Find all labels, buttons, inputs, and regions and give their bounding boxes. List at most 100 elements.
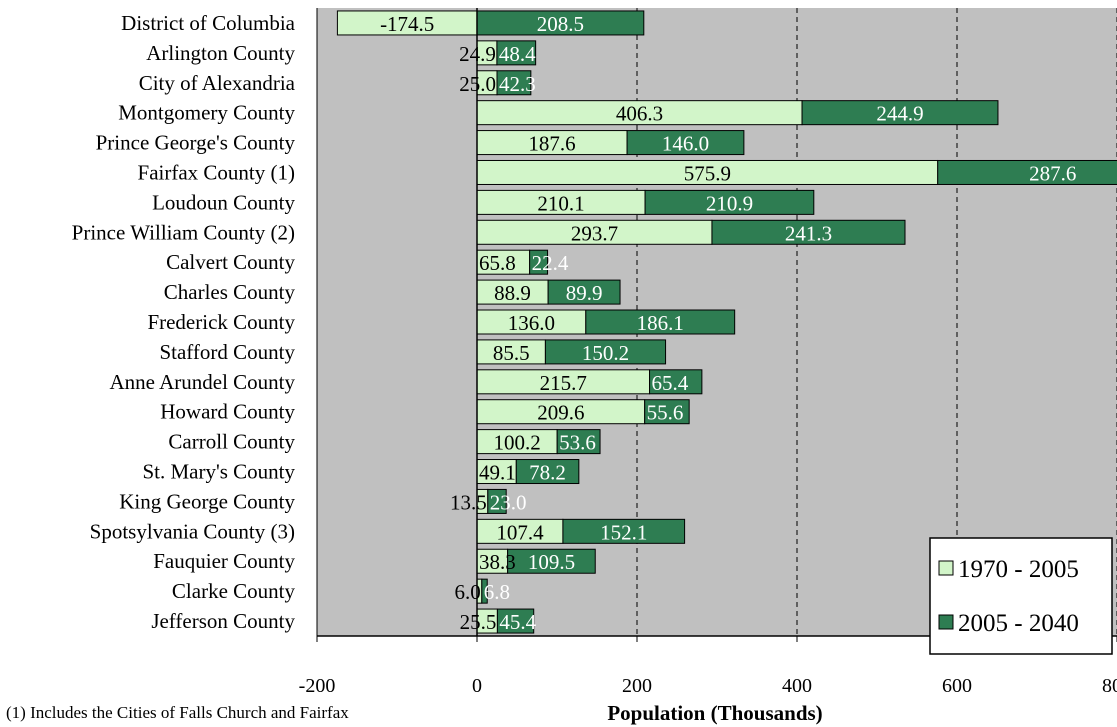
category-label: Calvert County — [166, 250, 295, 274]
category-label: Arlington County — [146, 41, 295, 65]
category-label: Loudoun County — [152, 190, 295, 214]
bar-2005-2040 — [626, 130, 745, 156]
bar-1970-2005 — [476, 309, 587, 335]
footnote: (1) Includes the Cities of Falls Church … — [6, 703, 349, 722]
value-label-2005-2040: 78.2 — [529, 461, 566, 485]
value-label-2005-2040: 53.6 — [559, 431, 596, 455]
bar-1970-2005 — [476, 369, 651, 395]
category-label: Prince George's County — [96, 131, 296, 155]
legend-label-1: 1970 - 2005 — [958, 556, 1079, 583]
bar-2005-2040 — [507, 548, 596, 574]
legend-box — [929, 537, 1113, 655]
bar-1970-2005 — [476, 279, 549, 305]
category-labels: District of Columbia Arlington County City… — [72, 11, 296, 633]
value-label-1970-2005: 575.9 — [684, 161, 731, 185]
value-label-2005-2040: 23.0 — [490, 490, 527, 514]
category-label: Fairfax County (1) — [138, 160, 295, 184]
value-label-1970-2005: 6.0 — [455, 580, 481, 604]
bar-2005-2040 — [585, 309, 736, 335]
value-label-1970-2005: 24.9 — [459, 42, 496, 66]
bar-2005-2040 — [711, 219, 906, 245]
value-label-1970-2005: 107.4 — [496, 520, 544, 544]
legend: 1970 - 2005 2005 - 2040 — [929, 537, 1113, 655]
value-label-2005-2040: 150.2 — [582, 341, 629, 365]
category-label: Spotsylvania County (3) — [90, 519, 295, 543]
value-label-1970-2005: 209.6 — [537, 401, 584, 425]
value-label-1970-2005: 293.7 — [571, 221, 618, 245]
bar-2005-2040 — [547, 279, 621, 305]
bar-2005-2040 — [801, 100, 999, 126]
value-label-1970-2005: 25.5 — [460, 610, 497, 634]
x-axis-title: Population (Thousands) — [607, 701, 822, 725]
value-label-2005-2040: 48.4 — [499, 42, 536, 66]
value-label-2005-2040: 42.3 — [499, 72, 536, 96]
bar-2005-2040 — [556, 429, 601, 455]
value-label-2005-2040: 109.5 — [528, 550, 575, 574]
bar-2005-2040 — [496, 608, 535, 634]
category-label: Carroll County — [168, 430, 295, 454]
value-labels: -174.5 208.5 24.9 48.425.0 42.3 406.3 244.9 187… — [380, 12, 1076, 634]
x-tick-label: 600 — [942, 675, 972, 697]
category-label: Charles County — [164, 280, 296, 304]
bar-1970-2005 — [476, 159, 939, 185]
value-label-1970-2005: -174.5 — [380, 12, 434, 36]
value-label-1970-2005: 13.5 — [450, 490, 487, 514]
value-label-1970-2005: 187.6 — [528, 132, 575, 156]
value-label-2005-2040: 244.9 — [876, 102, 923, 126]
category-label: Stafford County — [159, 340, 295, 364]
value-label-2005-2040: 208.5 — [537, 12, 584, 36]
value-label-1970-2005: 100.2 — [493, 431, 540, 455]
value-label-2005-2040: 186.1 — [637, 311, 684, 335]
value-label-2005-2040: 55.6 — [647, 401, 684, 425]
value-label-2005-2040: 6.8 — [484, 580, 510, 604]
bar-2005-2040 — [562, 518, 686, 544]
value-label-2005-2040: 241.3 — [785, 221, 832, 245]
bar-2005-2040 — [644, 399, 690, 425]
category-label: St. Mary's County — [142, 460, 295, 484]
category-label: Clarke County — [172, 579, 296, 603]
value-label-2005-2040: 65.4 — [652, 371, 689, 395]
category-label: Fauquier County — [153, 549, 295, 573]
value-label-1970-2005: 38.3 — [479, 550, 516, 574]
value-label-2005-2040: 287.6 — [1029, 161, 1076, 185]
category-label: Prince William County (2) — [72, 220, 295, 244]
bar-2005-2040 — [515, 459, 580, 485]
category-label: Frederick County — [147, 310, 295, 334]
value-label-2005-2040: 22.4 — [532, 251, 569, 275]
category-label: Jefferson County — [151, 609, 295, 633]
value-label-1970-2005: 65.8 — [479, 251, 516, 275]
value-label-2005-2040: 152.1 — [600, 520, 647, 544]
bar-2005-2040 — [481, 578, 488, 604]
bars-group — [336, 10, 1117, 634]
category-label: City of Alexandria — [139, 71, 296, 95]
bar-1970-2005 — [476, 429, 558, 455]
value-label-1970-2005: 49.1 — [479, 461, 516, 485]
bar-1970-2005 — [476, 459, 517, 485]
bar-2005-2040 — [496, 40, 537, 66]
value-label-2005-2040: 146.0 — [662, 132, 709, 156]
bar-2005-2040 — [487, 488, 507, 514]
value-label-2005-2040: 45.4 — [499, 610, 536, 634]
bar-2005-2040 — [937, 159, 1117, 185]
bar-2005-2040 — [544, 339, 667, 365]
x-tick-label: -200 — [299, 675, 336, 697]
legend-swatch-1 — [938, 560, 954, 576]
x-tick-label: 0 — [472, 675, 482, 697]
legend-label-2: 2005 - 2040 — [958, 610, 1079, 637]
value-label-1970-2005: 406.3 — [616, 102, 663, 126]
legend-swatch-2 — [938, 614, 954, 630]
category-label: District of Columbia — [121, 11, 295, 35]
value-label-1970-2005: 215.7 — [540, 371, 587, 395]
value-label-2005-2040: 210.9 — [706, 191, 753, 215]
x-tick-label: 400 — [782, 675, 812, 697]
bar-2005-2040 — [476, 10, 645, 36]
value-label-1970-2005: 85.5 — [493, 341, 530, 365]
value-label-1970-2005: 88.9 — [494, 281, 531, 305]
bar-1970-2005 — [476, 518, 564, 544]
bar-2005-2040 — [496, 70, 532, 96]
value-label-1970-2005: 25.0 — [459, 72, 496, 96]
category-label: Montgomery County — [118, 101, 295, 125]
bar-2005-2040 — [644, 189, 815, 215]
bar-2005-2040 — [649, 369, 703, 395]
